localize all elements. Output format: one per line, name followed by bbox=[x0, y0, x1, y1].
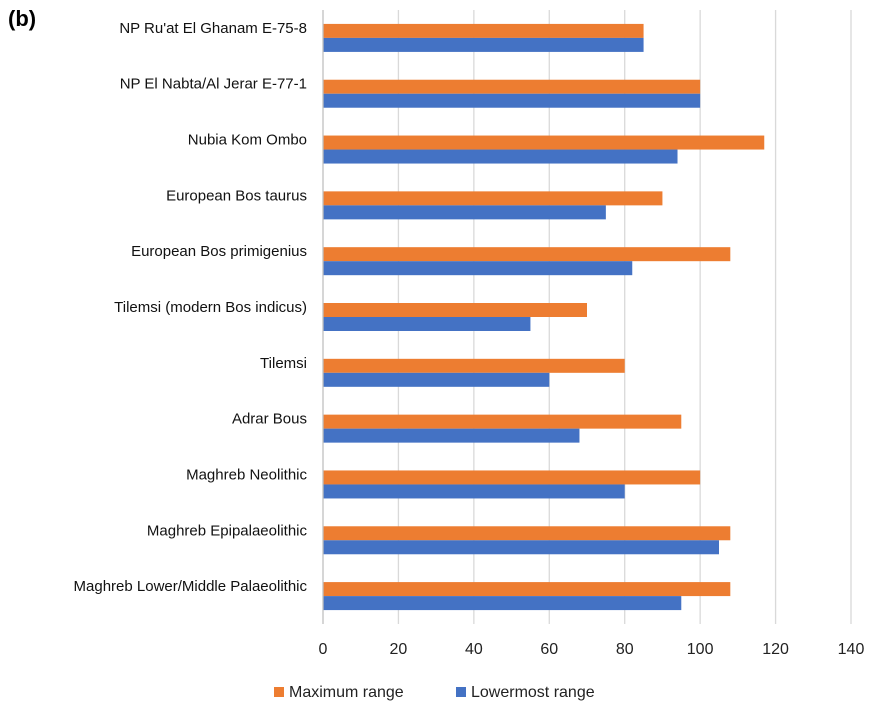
bar-lowermost-1 bbox=[323, 93, 701, 108]
x-tick-label-100: 100 bbox=[687, 641, 714, 658]
bar-maximum-7 bbox=[323, 414, 682, 429]
category-label-3: European Bos taurus bbox=[166, 187, 307, 204]
bar-maximum-6 bbox=[323, 358, 625, 373]
panel-label: (b) bbox=[8, 6, 37, 31]
category-label-0: NP Ru'at El Ghanam E-75-8 bbox=[119, 20, 307, 37]
legend-label-lowermost: Lowermost range bbox=[471, 684, 595, 701]
bar-lowermost-9 bbox=[323, 540, 719, 555]
legend-swatch-lowermost bbox=[456, 687, 466, 697]
bars bbox=[323, 23, 765, 611]
x-tick-label-80: 80 bbox=[616, 641, 634, 658]
bar-lowermost-7 bbox=[323, 428, 580, 443]
category-label-6: Tilemsi bbox=[260, 355, 307, 372]
category-label-1: NP El Nabta/Al Jerar E-77-1 bbox=[120, 76, 307, 93]
bar-maximum-10 bbox=[323, 582, 731, 597]
bar-lowermost-0 bbox=[323, 37, 644, 52]
x-tick-label-120: 120 bbox=[762, 641, 789, 658]
bar-maximum-3 bbox=[323, 191, 663, 206]
category-label-7: Adrar Bous bbox=[232, 411, 307, 428]
bar-maximum-0 bbox=[323, 23, 644, 38]
legend: Maximum range Lowermost range bbox=[274, 684, 595, 701]
bar-lowermost-8 bbox=[323, 484, 625, 499]
legend-swatch-maximum bbox=[274, 687, 284, 697]
category-labels: NP Ru'at El Ghanam E-75-8 NP El Nabta/Al … bbox=[74, 20, 308, 595]
bar-lowermost-3 bbox=[323, 205, 606, 220]
x-tick-label-20: 20 bbox=[390, 641, 408, 658]
bar-lowermost-10 bbox=[323, 596, 682, 611]
bar-maximum-8 bbox=[323, 470, 701, 485]
bar-maximum-4 bbox=[323, 247, 731, 262]
category-label-8: Maghreb Neolithic bbox=[186, 466, 307, 483]
category-label-10: Maghreb Lower/Middle Palaeolithic bbox=[74, 578, 308, 595]
bar-lowermost-4 bbox=[323, 261, 633, 276]
x-tick-labels: 0 20 40 60 80 100 120 140 bbox=[319, 641, 865, 658]
x-tick-label-40: 40 bbox=[465, 641, 483, 658]
bar-lowermost-5 bbox=[323, 317, 531, 331]
category-label-2: Nubia Kom Ombo bbox=[188, 132, 307, 149]
x-tick-label-60: 60 bbox=[540, 641, 558, 658]
x-tick-label-140: 140 bbox=[838, 641, 865, 658]
bar-maximum-5 bbox=[323, 303, 587, 317]
bar-maximum-1 bbox=[323, 79, 701, 94]
x-tick-label-0: 0 bbox=[319, 641, 328, 658]
bar-maximum-9 bbox=[323, 526, 731, 541]
category-label-9: Maghreb Epipalaeolithic bbox=[147, 522, 308, 539]
bar-lowermost-2 bbox=[323, 149, 678, 164]
category-label-5: Tilemsi (modern Bos indicus) bbox=[114, 299, 307, 316]
bar-lowermost-6 bbox=[323, 372, 550, 387]
legend-label-maximum: Maximum range bbox=[289, 684, 404, 701]
category-label-4: European Bos primigenius bbox=[131, 243, 307, 260]
bar-maximum-2 bbox=[323, 135, 765, 150]
